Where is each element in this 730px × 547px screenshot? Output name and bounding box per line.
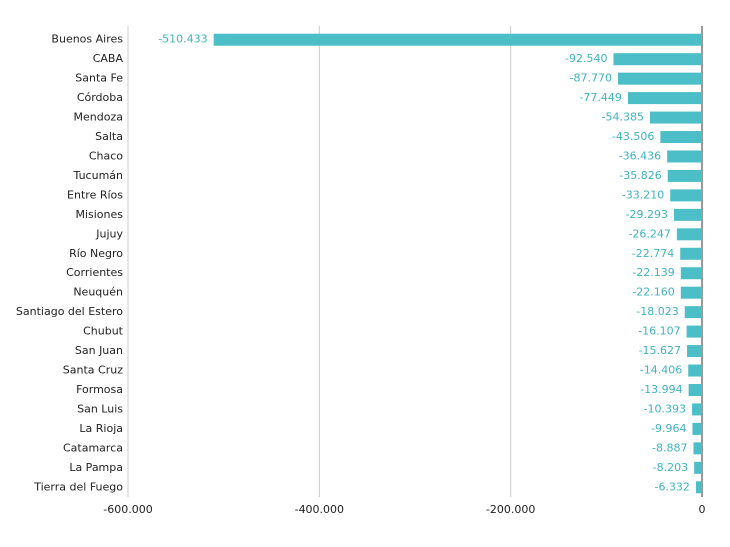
value-label: -10.393 xyxy=(644,402,686,415)
value-label: -8.203 xyxy=(653,461,688,474)
x-tick-label: -400.000 xyxy=(295,503,344,516)
bar xyxy=(618,72,702,85)
y-tick-label: Santa Fe xyxy=(75,72,123,85)
y-tick-label: Buenos Aires xyxy=(51,33,123,46)
y-tick-label: Chaco xyxy=(89,149,123,162)
y-tick-label: San Juan xyxy=(75,344,123,357)
value-label: -8.887 xyxy=(652,441,687,454)
x-tick-label: -600.000 xyxy=(103,503,152,516)
bar xyxy=(613,53,702,66)
bar xyxy=(680,267,702,280)
value-label: -9.964 xyxy=(651,422,686,435)
bar xyxy=(686,325,702,338)
bar xyxy=(649,111,702,124)
y-tick-label: San Luis xyxy=(77,402,123,415)
bar xyxy=(693,442,702,455)
bar xyxy=(673,208,702,221)
y-tick-label: Neuquén xyxy=(73,286,123,299)
bar xyxy=(692,403,702,416)
y-tick-label: Corrientes xyxy=(66,266,123,279)
bar xyxy=(667,169,702,182)
value-label: -35.826 xyxy=(619,169,661,182)
bar xyxy=(688,364,702,377)
value-label: -510.433 xyxy=(158,33,207,46)
y-tick-label: Santiago del Estero xyxy=(16,305,123,318)
bar xyxy=(688,383,702,396)
x-tick-label: 0 xyxy=(699,503,706,516)
value-label: -54.385 xyxy=(602,111,644,124)
value-label: -77.449 xyxy=(579,91,621,104)
y-tick-label: Córdoba xyxy=(77,91,123,104)
value-label: -22.139 xyxy=(632,266,674,279)
value-label: -33.210 xyxy=(622,188,664,201)
value-label: -22.160 xyxy=(632,286,674,299)
bar xyxy=(687,345,702,358)
value-label: -13.994 xyxy=(640,383,682,396)
y-tick-label: La Pampa xyxy=(69,461,123,474)
bar xyxy=(213,33,702,46)
value-label: -14.406 xyxy=(640,364,682,377)
value-label: -43.506 xyxy=(612,130,654,143)
value-label: -15.627 xyxy=(639,344,681,357)
y-tick-label: Río Negro xyxy=(69,247,123,260)
bar xyxy=(670,189,702,202)
bar xyxy=(680,247,702,260)
y-tick-label: Tierra del Fuego xyxy=(33,480,123,493)
value-label: -26.247 xyxy=(628,227,670,240)
bar xyxy=(695,481,702,494)
value-label: -18.023 xyxy=(636,305,678,318)
y-tick-label: La Rioja xyxy=(79,422,123,435)
bar xyxy=(676,228,702,241)
y-tick-label: Salta xyxy=(95,130,123,143)
value-label: -92.540 xyxy=(565,52,607,65)
y-tick-label: Tucumán xyxy=(73,169,123,182)
bar xyxy=(680,286,702,299)
bar xyxy=(627,92,702,105)
y-tick-label: CABA xyxy=(93,52,124,65)
bar xyxy=(684,306,702,319)
value-label: -29.293 xyxy=(626,208,668,221)
x-tick-label: -200.000 xyxy=(486,503,535,516)
value-label: -6.332 xyxy=(654,480,689,493)
value-label: -22.774 xyxy=(632,247,674,260)
bar xyxy=(692,422,702,435)
y-tick-label: Jujuy xyxy=(95,227,123,240)
y-tick-label: Catamarca xyxy=(63,441,123,454)
bar xyxy=(660,131,702,144)
bar xyxy=(667,150,702,163)
y-tick-label: Santa Cruz xyxy=(63,364,123,377)
y-tick-label: Chubut xyxy=(83,325,124,338)
value-label: -16.107 xyxy=(638,325,680,338)
y-tick-label: Entre Ríos xyxy=(67,188,123,201)
value-label: -36.436 xyxy=(619,149,661,162)
y-tick-label: Formosa xyxy=(76,383,123,396)
y-tick-label: Mendoza xyxy=(74,111,123,124)
y-tick-label: Misiones xyxy=(75,208,123,221)
bar xyxy=(694,461,702,474)
value-label: -87.770 xyxy=(570,72,612,85)
